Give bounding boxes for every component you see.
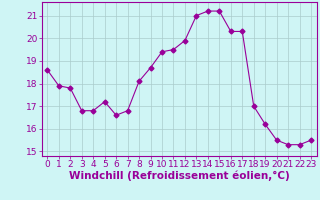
X-axis label: Windchill (Refroidissement éolien,°C): Windchill (Refroidissement éolien,°C): [69, 171, 290, 181]
